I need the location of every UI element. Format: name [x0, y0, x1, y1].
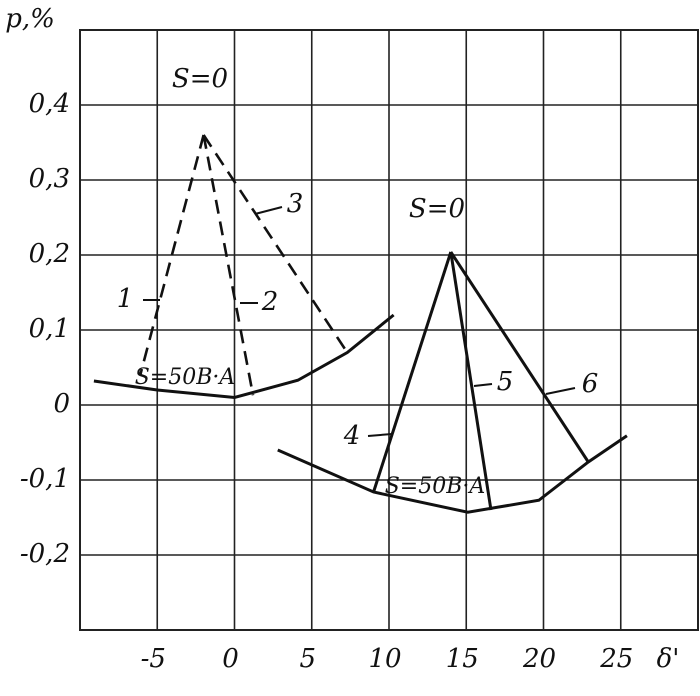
annotation: S=0: [172, 64, 228, 94]
y-tick-label: -0,2: [20, 539, 70, 569]
x-tick-label: 15: [446, 644, 479, 674]
y-tick-label: 0,3: [29, 164, 70, 194]
y-tick-label: 0: [53, 389, 70, 419]
leader-line: [367, 433, 393, 437]
x-axis-label: δ': [657, 644, 680, 674]
series-label: 6: [582, 369, 599, 399]
series-line: [138, 134, 205, 376]
x-tick-label: 5: [299, 644, 316, 674]
series-label: 3: [287, 189, 304, 219]
series-line: [449, 251, 590, 463]
series-label: S=50B·A: [135, 365, 236, 390]
y-tick-label: 0,4: [29, 89, 70, 119]
series-line: [449, 251, 493, 511]
y-tick-label: -0,1: [20, 464, 70, 494]
series-label: 5: [497, 367, 514, 397]
x-tick-label: 0: [222, 644, 239, 674]
leader-line: [545, 387, 576, 395]
series-line: [277, 434, 628, 514]
y-tick-label: 0,1: [29, 314, 70, 344]
series-label: 2: [261, 287, 279, 317]
annotation: S=0: [409, 194, 465, 224]
series-line: [372, 251, 453, 493]
x-tick-label: 25: [599, 644, 633, 674]
x-tick-label: 10: [368, 644, 401, 674]
series-label: 1: [117, 284, 134, 314]
x-tick-label: -5: [141, 644, 166, 674]
series-line: [93, 313, 395, 400]
series-label: 4: [343, 421, 361, 451]
series-line: [202, 134, 255, 396]
leader-line: [473, 383, 493, 387]
y-tick-label: 0,2: [29, 239, 70, 269]
y-axis-label: p,%: [5, 4, 55, 34]
leader-line: [254, 206, 283, 215]
x-tick-label: 20: [522, 644, 556, 674]
series-label: S=50B·A: [385, 474, 486, 499]
